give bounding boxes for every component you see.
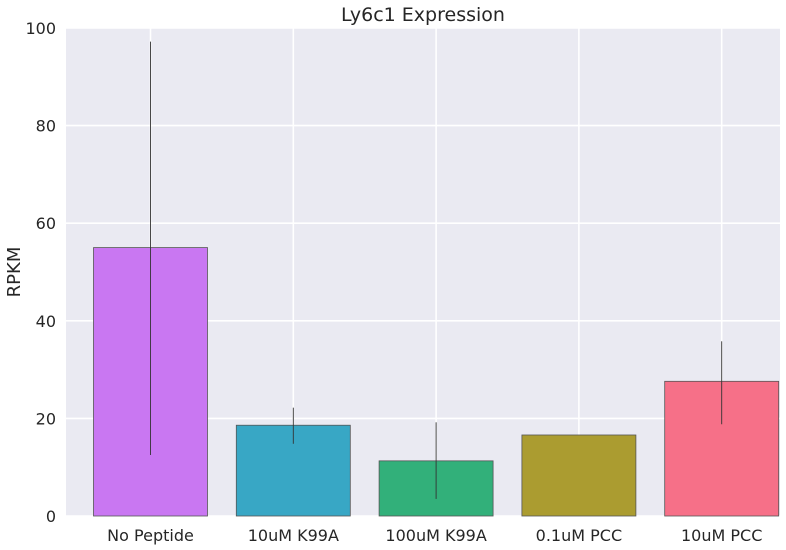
y-axis-label: RPKM [4, 247, 25, 298]
bar-0-1um-pcc [521, 434, 637, 517]
y-tick-labels: 0 20 40 60 80 100 [25, 19, 56, 526]
y-tick-label: 40 [36, 312, 56, 331]
y-tick-label: 0 [46, 507, 56, 526]
y-tick-label: 80 [36, 117, 56, 136]
x-tick-labels: No Peptide 10uM K99A 100uM K99A 0.1uM PCC 10… [107, 526, 762, 545]
chart-title: Ly6c1 Expression [341, 4, 505, 26]
y-tick-label: 100 [25, 19, 56, 38]
error-bars [150, 41, 723, 499]
y-tick-label: 60 [36, 214, 56, 233]
x-tick-label: No Peptide [107, 526, 194, 545]
x-tick-label: 100uM K99A [385, 526, 486, 545]
x-tick-label: 0.1uM PCC [536, 526, 622, 545]
x-tick-label: 10uM PCC [681, 526, 762, 545]
x-tick-label: 10uM K99A [248, 526, 339, 545]
y-tick-label: 20 [36, 409, 56, 428]
